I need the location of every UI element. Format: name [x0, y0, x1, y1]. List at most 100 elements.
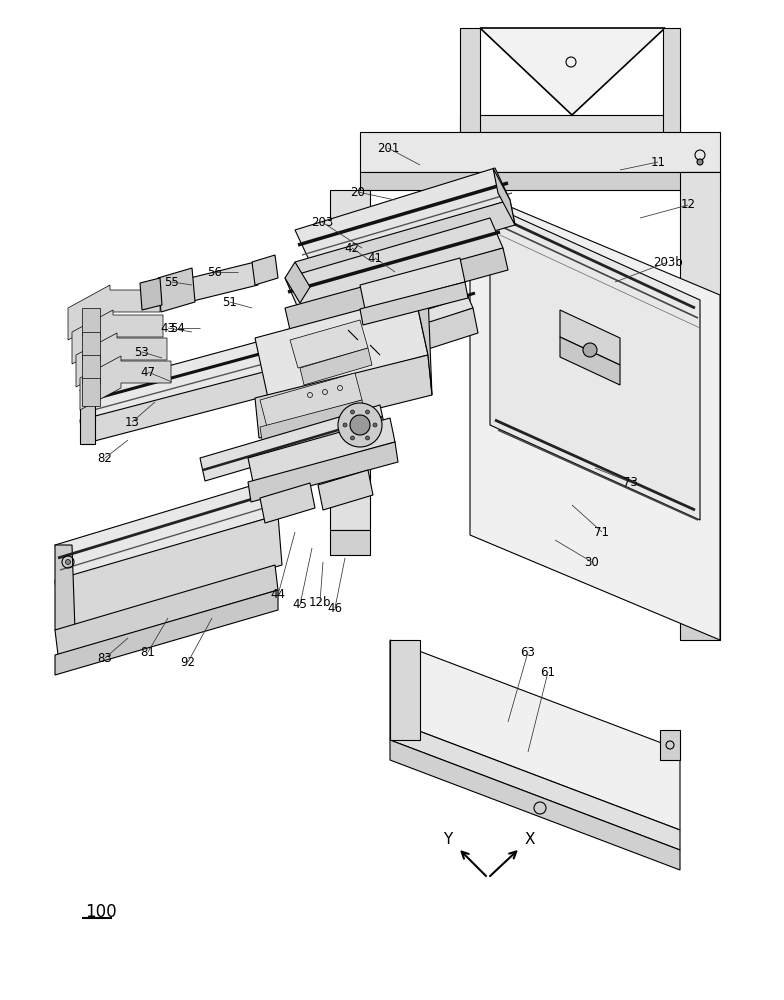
Text: 13: 13	[125, 416, 140, 428]
Polygon shape	[80, 318, 355, 420]
Text: 45: 45	[292, 598, 307, 611]
Text: 71: 71	[594, 526, 609, 538]
Text: 53: 53	[135, 346, 150, 359]
Text: 54: 54	[171, 322, 186, 334]
Polygon shape	[82, 355, 100, 383]
Polygon shape	[260, 483, 315, 523]
Polygon shape	[260, 400, 365, 447]
Polygon shape	[360, 132, 720, 172]
Text: 46: 46	[328, 601, 343, 614]
Polygon shape	[80, 390, 95, 444]
Polygon shape	[330, 190, 370, 530]
Polygon shape	[360, 258, 465, 309]
Circle shape	[350, 436, 354, 440]
Circle shape	[350, 415, 370, 435]
Polygon shape	[158, 268, 195, 312]
Polygon shape	[82, 332, 100, 360]
Polygon shape	[300, 348, 372, 385]
Text: 82: 82	[97, 452, 112, 464]
Polygon shape	[680, 172, 720, 620]
Polygon shape	[660, 730, 680, 760]
Text: 42: 42	[344, 241, 360, 254]
Circle shape	[373, 423, 377, 427]
Polygon shape	[76, 333, 167, 387]
Text: Y: Y	[444, 832, 452, 848]
Text: 203b: 203b	[653, 255, 683, 268]
Text: 51: 51	[223, 296, 238, 308]
Polygon shape	[318, 470, 373, 510]
Polygon shape	[285, 262, 310, 303]
Polygon shape	[55, 515, 282, 630]
Polygon shape	[470, 190, 720, 640]
Polygon shape	[252, 255, 278, 285]
Polygon shape	[248, 418, 395, 482]
Polygon shape	[248, 442, 398, 502]
Text: 12: 12	[681, 198, 695, 212]
Polygon shape	[80, 348, 358, 444]
Polygon shape	[490, 205, 700, 520]
Polygon shape	[560, 337, 620, 385]
Circle shape	[66, 560, 71, 564]
Polygon shape	[72, 310, 163, 364]
Circle shape	[365, 436, 369, 440]
Polygon shape	[200, 405, 385, 481]
Polygon shape	[260, 373, 362, 427]
Text: 92: 92	[180, 656, 195, 668]
Polygon shape	[415, 295, 432, 395]
Text: 30: 30	[585, 556, 600, 568]
Text: 44: 44	[270, 588, 285, 601]
Polygon shape	[390, 740, 680, 870]
Polygon shape	[290, 320, 368, 368]
Polygon shape	[255, 355, 432, 438]
Polygon shape	[82, 378, 100, 406]
Polygon shape	[255, 295, 428, 398]
Polygon shape	[460, 115, 680, 132]
Polygon shape	[55, 480, 278, 580]
Text: 201: 201	[377, 141, 399, 154]
Circle shape	[583, 343, 597, 357]
Text: 100: 100	[85, 903, 117, 921]
Polygon shape	[360, 172, 720, 190]
Polygon shape	[55, 565, 278, 655]
Polygon shape	[285, 218, 503, 308]
Text: 43: 43	[161, 322, 176, 334]
Text: 20: 20	[350, 186, 365, 198]
Circle shape	[338, 403, 382, 447]
Text: 56: 56	[208, 265, 223, 278]
Polygon shape	[460, 28, 480, 132]
Polygon shape	[480, 28, 665, 115]
Text: X: X	[524, 832, 535, 848]
Text: 63: 63	[521, 646, 535, 658]
Polygon shape	[55, 545, 75, 630]
Text: 11: 11	[651, 155, 666, 168]
Circle shape	[343, 423, 347, 427]
Polygon shape	[280, 308, 478, 395]
Polygon shape	[493, 168, 515, 225]
Polygon shape	[68, 285, 160, 340]
Text: 83: 83	[98, 652, 112, 664]
Text: 12b: 12b	[309, 595, 332, 608]
Polygon shape	[140, 278, 162, 310]
Text: 203: 203	[311, 216, 333, 229]
Polygon shape	[330, 530, 370, 555]
Polygon shape	[190, 262, 258, 301]
Circle shape	[350, 410, 354, 414]
Text: 73: 73	[622, 476, 637, 488]
Polygon shape	[285, 248, 508, 330]
Polygon shape	[280, 278, 473, 370]
Polygon shape	[390, 640, 680, 830]
Polygon shape	[680, 620, 720, 640]
Polygon shape	[55, 590, 278, 675]
Text: 81: 81	[140, 646, 155, 658]
Polygon shape	[82, 308, 100, 336]
Text: 47: 47	[140, 365, 155, 378]
Circle shape	[697, 159, 703, 165]
Polygon shape	[295, 168, 510, 262]
Circle shape	[365, 410, 369, 414]
Text: 41: 41	[368, 251, 383, 264]
Polygon shape	[80, 356, 171, 410]
Polygon shape	[360, 282, 468, 325]
Polygon shape	[560, 310, 620, 365]
Text: 55: 55	[165, 275, 180, 288]
Polygon shape	[663, 28, 680, 132]
